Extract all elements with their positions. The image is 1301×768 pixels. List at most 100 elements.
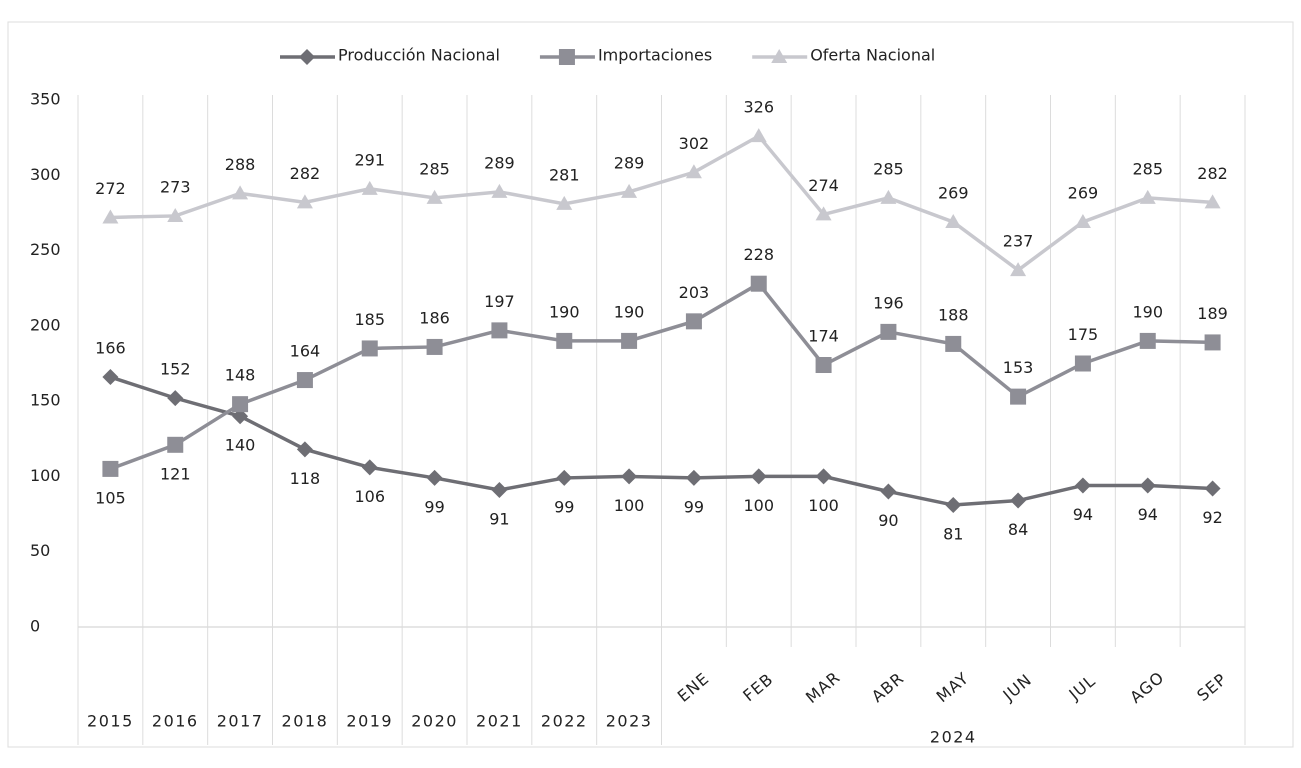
marker — [1010, 492, 1027, 509]
marker — [750, 128, 767, 143]
marker — [1010, 388, 1027, 405]
data-label: 100 — [614, 496, 645, 515]
data-label: 269 — [938, 183, 969, 202]
y-tick-label: 300 — [30, 165, 61, 184]
data-label: 189 — [1197, 304, 1228, 323]
marker — [1010, 262, 1027, 277]
y-tick-label: 50 — [30, 541, 50, 560]
data-label: 282 — [290, 164, 321, 183]
marker — [167, 207, 184, 222]
data-label: 190 — [549, 302, 580, 321]
x-tick-label: JUN — [999, 670, 1036, 705]
data-label: 197 — [484, 292, 515, 311]
marker — [621, 332, 638, 349]
marker — [296, 441, 313, 458]
marker — [1139, 332, 1156, 349]
marker — [750, 275, 767, 292]
marker — [1204, 194, 1221, 209]
marker — [296, 194, 313, 209]
marker — [1074, 213, 1091, 228]
x-tick-label: 2017 — [217, 712, 264, 731]
y-tick-label: 200 — [30, 315, 61, 334]
data-label: 281 — [549, 165, 580, 184]
x-tick-label: 2015 — [87, 712, 134, 731]
series-line — [109, 375, 1213, 507]
data-label: 152 — [160, 360, 191, 379]
data-label: 228 — [743, 245, 774, 264]
data-label: 106 — [354, 487, 385, 506]
data-label: 203 — [679, 283, 710, 302]
data-label: 274 — [808, 176, 839, 195]
y-tick-label: 350 — [30, 90, 61, 109]
marker — [880, 323, 897, 340]
marker — [491, 481, 508, 498]
legend-item: Producción Nacional — [280, 46, 500, 65]
marker — [491, 322, 508, 339]
data-label: 185 — [354, 310, 385, 329]
marker — [558, 49, 575, 65]
data-label: 269 — [1068, 183, 1099, 202]
data-label: 285 — [1132, 159, 1163, 178]
data-label: 196 — [873, 293, 904, 312]
data-label: 288 — [225, 155, 256, 174]
marker — [556, 469, 573, 486]
series-line — [110, 133, 1213, 273]
data-label: 140 — [225, 436, 256, 455]
x-tick-label: MAR — [802, 667, 844, 707]
x-tick-label: ENE — [674, 669, 713, 706]
data-label: 99 — [684, 497, 704, 516]
data-label: 148 — [225, 366, 256, 385]
x-tick-label: 2023 — [606, 712, 653, 731]
data-label: 188 — [938, 305, 969, 324]
legend-label: Oferta Nacional — [810, 46, 935, 65]
marker — [685, 469, 702, 486]
marker — [815, 468, 832, 485]
data-label: 175 — [1068, 325, 1099, 344]
y-tick-label: 150 — [30, 391, 61, 410]
marker — [232, 396, 249, 413]
marker — [815, 357, 832, 374]
marker — [167, 390, 184, 407]
data-label: 289 — [614, 153, 645, 172]
x-group-label: 2024 — [930, 728, 977, 747]
data-label: 118 — [290, 469, 321, 488]
x-tick-label: FEB — [739, 669, 777, 705]
marker — [880, 483, 897, 500]
data-label: 282 — [1197, 164, 1228, 183]
series-line — [109, 281, 1213, 471]
legend-label: Importaciones — [598, 46, 712, 65]
data-label: 237 — [1003, 232, 1034, 251]
data-label: 326 — [743, 98, 774, 117]
marker — [491, 183, 508, 198]
marker — [426, 189, 443, 204]
marker — [621, 183, 638, 198]
data-label: 90 — [878, 511, 898, 530]
data-label: 186 — [419, 308, 450, 327]
marker — [621, 468, 638, 485]
marker — [556, 195, 573, 210]
marker — [685, 164, 702, 179]
y-tick-label: 250 — [30, 240, 61, 259]
marker — [945, 497, 962, 514]
data-label: 153 — [1003, 358, 1034, 377]
frame — [7, 21, 1294, 748]
x-tick-label: ABR — [868, 668, 908, 706]
x-tick-label: 2021 — [476, 712, 523, 731]
data-label: 91 — [489, 509, 509, 528]
y-tick-label: 100 — [30, 466, 61, 485]
marker — [232, 185, 249, 200]
data-label: 94 — [1073, 505, 1093, 524]
x-tick-label: JUL — [1065, 671, 1100, 704]
marker — [880, 189, 897, 204]
data-label: 100 — [743, 496, 774, 515]
marker — [771, 49, 788, 63]
x-tick-label: AGO — [1126, 668, 1168, 707]
data-label: 174 — [808, 327, 839, 346]
x-tick-label: SEP — [1193, 669, 1230, 705]
data-label: 100 — [808, 496, 839, 515]
data-label: 99 — [554, 497, 574, 516]
data-label: 273 — [160, 177, 191, 196]
marker — [296, 372, 313, 389]
data-label: 190 — [1132, 302, 1163, 321]
